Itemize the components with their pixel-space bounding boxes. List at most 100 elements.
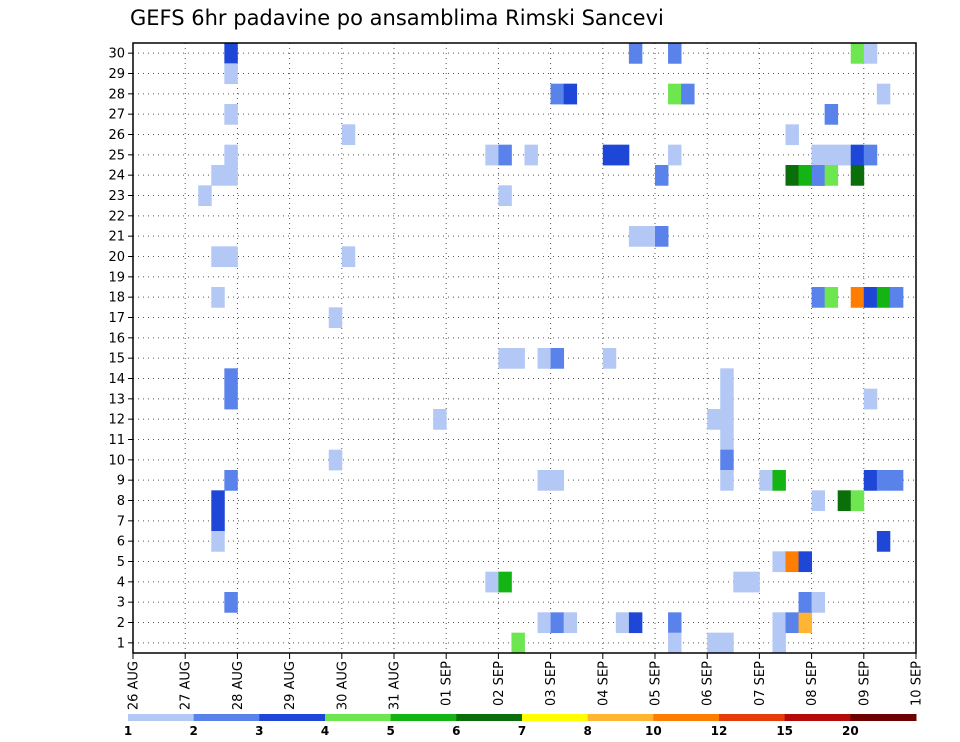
color-legend: 1 2 3 4 5 6 7 8 10 12 15 20 <box>124 714 917 738</box>
precip-cell <box>876 83 891 105</box>
precip-cell <box>211 246 225 268</box>
precip-cell <box>641 226 656 247</box>
precip-cell <box>485 144 499 166</box>
precip-cell <box>811 287 826 308</box>
precip-cell <box>720 470 734 491</box>
precip-cell <box>433 409 447 430</box>
y-tick-label: 21 <box>108 230 125 245</box>
precip-cell <box>811 490 826 512</box>
legend-swatch <box>522 714 589 721</box>
precip-cell <box>224 592 238 613</box>
precip-cell <box>785 124 799 146</box>
legend-swatch <box>587 714 654 721</box>
precip-cell <box>785 165 799 186</box>
y-tick-label: 13 <box>108 392 125 407</box>
data-cells <box>198 43 904 654</box>
precip-cell <box>550 83 565 105</box>
x-tick-label: 10 SEP <box>910 661 925 706</box>
legend-label: 10 <box>645 724 662 738</box>
y-tick-label: 8 <box>117 494 125 509</box>
y-tick-label: 20 <box>108 250 125 265</box>
precip-cell <box>707 409 721 430</box>
x-tick-label: 08 SEP <box>805 661 820 706</box>
y-tick-label: 9 <box>117 474 125 489</box>
y-tick-label: 24 <box>108 169 125 184</box>
precip-cell <box>720 409 734 430</box>
precip-cell <box>615 612 630 634</box>
y-tick-label: 29 <box>108 67 125 82</box>
y-tick-label: 22 <box>108 209 125 224</box>
legend-label: 3 <box>255 724 263 738</box>
y-tick-label: 28 <box>108 87 125 102</box>
precip-cell <box>602 348 617 369</box>
precip-cell <box>668 612 682 634</box>
legend-swatch <box>193 714 260 721</box>
precip-cell <box>850 287 865 308</box>
precip-cell <box>863 388 878 410</box>
precip-cell <box>628 612 643 634</box>
precip-cell <box>811 592 826 613</box>
y-tick-label: 19 <box>108 270 125 285</box>
precip-cell <box>655 226 669 247</box>
legend-label: 4 <box>321 724 329 738</box>
precip-cell <box>628 43 643 64</box>
precip-cell <box>563 83 578 105</box>
y-tick-label: 26 <box>108 128 125 143</box>
precip-cell <box>785 551 799 573</box>
x-tick-label: 30 AUG <box>335 661 350 710</box>
precip-cell <box>863 470 878 491</box>
precip-cell <box>876 287 891 308</box>
legend-swatch <box>456 714 523 721</box>
y-tick-label: 27 <box>108 108 125 123</box>
y-tick-label: 25 <box>108 148 125 163</box>
precip-cell <box>511 348 525 369</box>
precip-cell <box>837 144 852 166</box>
x-tick-label: 05 SEP <box>649 661 664 706</box>
x-tick-label: 29 AUG <box>283 661 298 710</box>
y-tick-label: 17 <box>108 311 125 326</box>
x-tick-label: 01 SEP <box>440 661 455 706</box>
precip-cell <box>707 632 721 654</box>
precip-cell <box>876 470 891 491</box>
x-tick-label: 09 SEP <box>857 661 872 706</box>
y-tick-label: 7 <box>117 514 125 529</box>
x-tick-label: 02 SEP <box>492 661 507 706</box>
precip-cell <box>524 144 538 166</box>
precip-cell <box>224 104 238 125</box>
y-tick-label: 3 <box>117 596 125 611</box>
x-tick-label: 04 SEP <box>596 661 611 706</box>
precip-cell <box>328 449 343 471</box>
legend-swatch <box>784 714 851 721</box>
precip-cell <box>498 185 512 207</box>
x-tick-label: 26 AUG <box>127 661 142 710</box>
precip-cell <box>485 571 499 593</box>
precip-cell <box>720 368 734 390</box>
x-tick-label: 27 AUG <box>179 661 194 710</box>
y-tick-label: 6 <box>117 535 125 550</box>
precip-cell <box>824 165 839 186</box>
y-tick-label: 18 <box>108 291 125 306</box>
x-tick-label: 07 SEP <box>753 661 768 706</box>
precip-cell <box>224 368 238 390</box>
precip-cell <box>837 490 852 512</box>
y-tick-label: 30 <box>108 47 125 62</box>
precip-cell <box>772 612 786 634</box>
y-tick-label: 15 <box>108 352 125 367</box>
legend-swatch <box>719 714 786 721</box>
precip-cell <box>511 632 525 654</box>
x-tick-label: 06 SEP <box>701 661 716 706</box>
y-tick-label: 4 <box>117 575 125 590</box>
precip-cell <box>537 612 551 634</box>
precip-cell <box>224 388 238 410</box>
legend-swatch <box>390 714 457 721</box>
precip-cell <box>628 226 643 247</box>
x-tick-label: 28 AUG <box>231 661 246 710</box>
precip-cell <box>224 144 238 166</box>
precip-cell <box>746 571 760 593</box>
precip-cell <box>537 348 551 369</box>
y-tick-label: 11 <box>108 433 125 448</box>
legend-label: 12 <box>711 724 728 738</box>
precip-cell <box>772 551 786 573</box>
legend-label: 20 <box>842 724 859 738</box>
